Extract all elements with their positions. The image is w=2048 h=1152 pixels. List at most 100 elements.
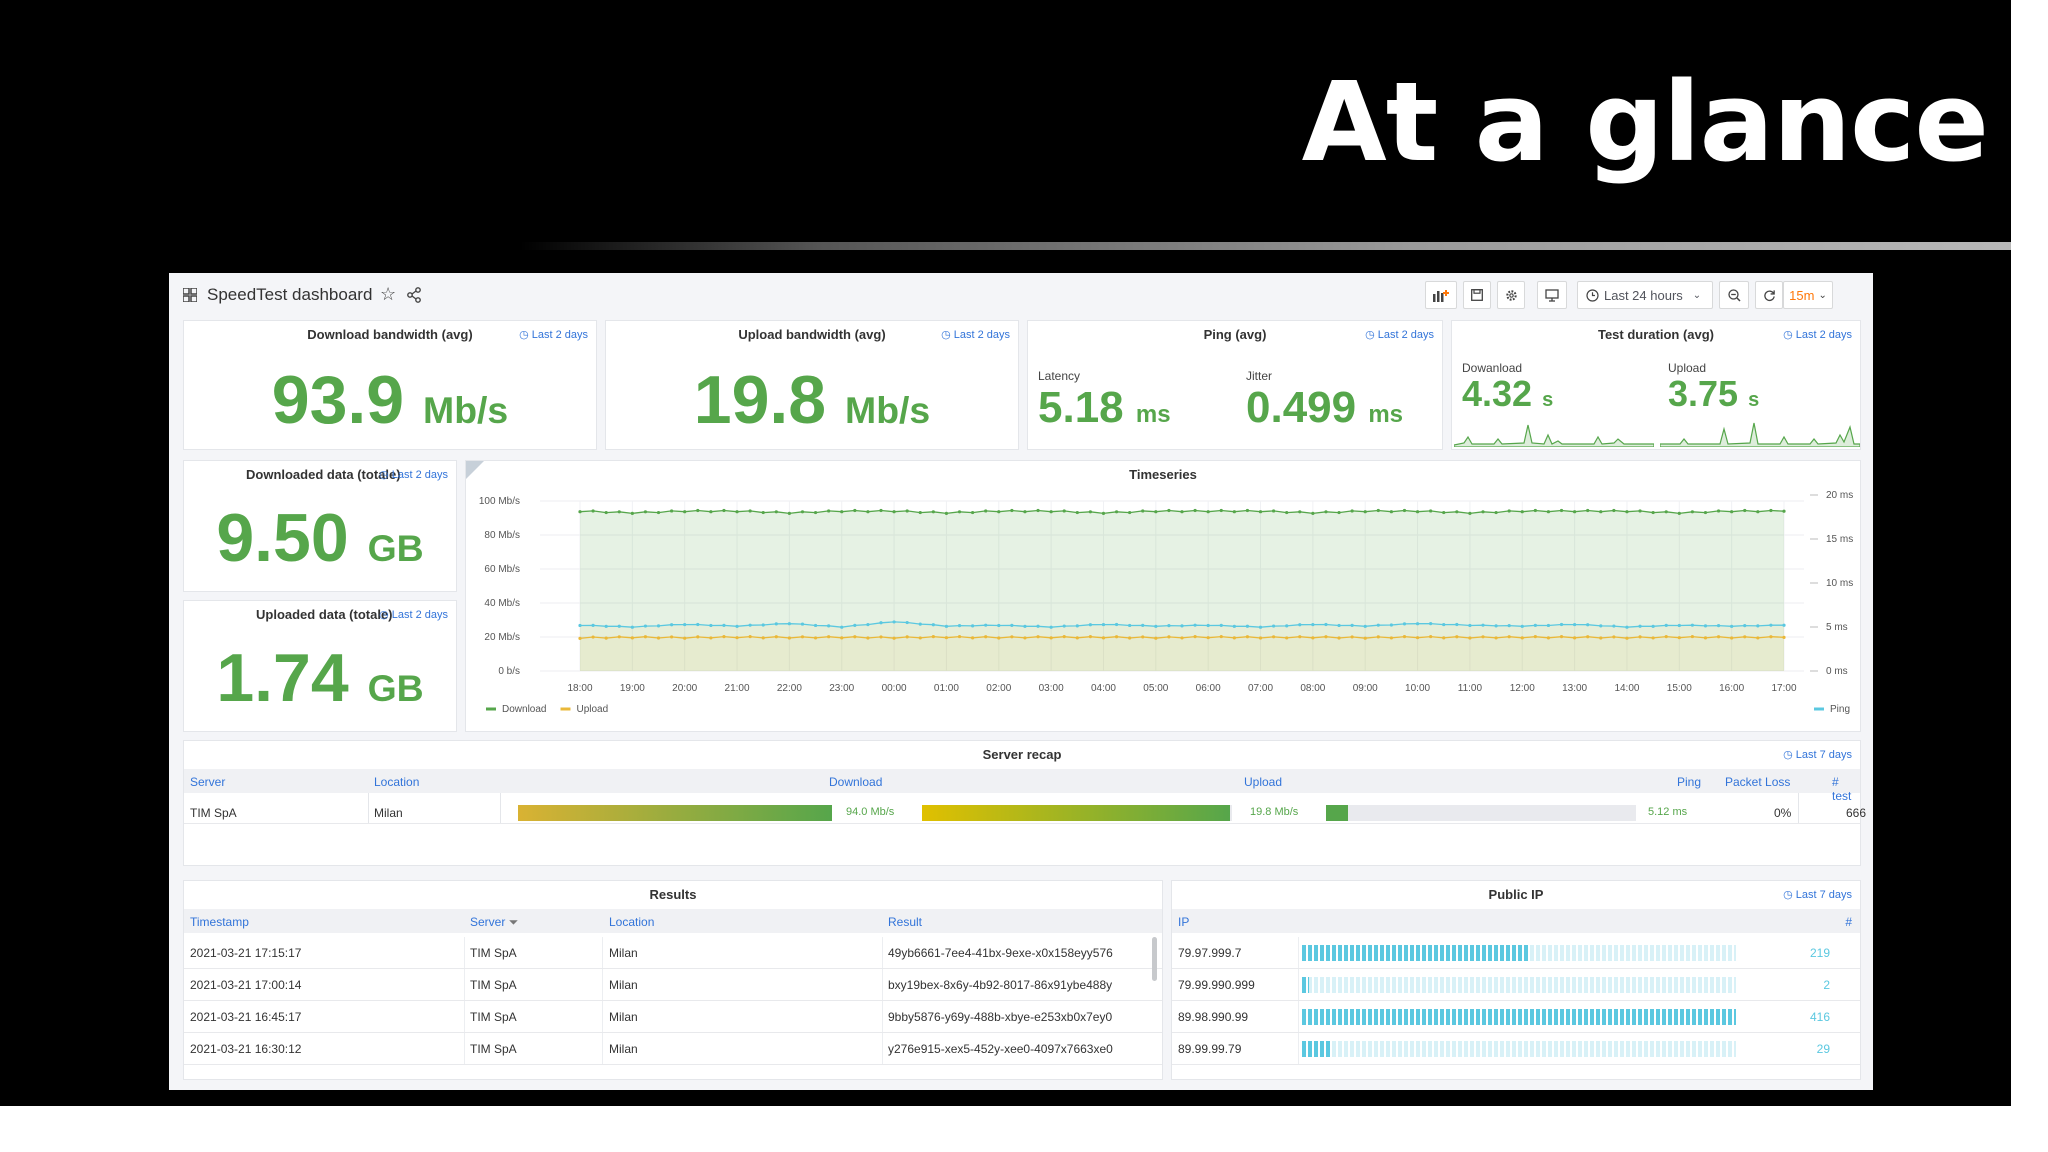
results-col-divider	[464, 1033, 465, 1065]
ping-point	[1350, 623, 1354, 627]
y-left-tick-label: 80 Mb/s	[484, 530, 520, 541]
upload-point	[1088, 635, 1092, 639]
ping-point	[774, 622, 778, 626]
col-location[interactable]: Location	[374, 775, 420, 789]
download-point	[761, 510, 765, 515]
ip-count-bar	[1302, 1041, 1332, 1057]
add-panel-button[interactable]	[1425, 281, 1457, 309]
recap-upload: 19.8 Mb/s	[1250, 806, 1299, 818]
download-point	[1245, 508, 1250, 513]
time-range-picker[interactable]: Last 24 hours ⌄	[1577, 281, 1713, 309]
time-override-tag: ◷ Last 2 days	[1365, 329, 1434, 341]
upload-point	[957, 634, 962, 639]
filter-icon[interactable]: ⏷	[508, 915, 519, 929]
ping-point	[1324, 622, 1328, 627]
ping-point	[1232, 624, 1236, 628]
table-row[interactable]	[184, 1032, 1162, 1033]
table-row[interactable]	[1172, 968, 1860, 969]
upload-point	[1743, 635, 1747, 639]
ip-count-bar	[1302, 977, 1309, 993]
download-point	[1730, 510, 1734, 514]
info-corner-icon[interactable]	[466, 461, 484, 479]
upload-point	[1586, 635, 1590, 639]
ip-count: 2	[1823, 978, 1830, 992]
results-col-divider	[602, 1001, 603, 1033]
ping-point	[944, 624, 949, 628]
ping-point	[1023, 624, 1027, 628]
table-row[interactable]	[184, 968, 1162, 969]
col-count[interactable]: #	[1845, 915, 1852, 929]
col-timestamp[interactable]: Timestamp	[190, 915, 249, 929]
col-tests[interactable]: # test	[1832, 775, 1852, 803]
col-download[interactable]: Download	[829, 775, 883, 789]
upload-point	[1677, 636, 1681, 640]
y-left-tick-label: 20 Mb/s	[484, 632, 520, 643]
zoom-out-button[interactable]	[1719, 281, 1749, 309]
ip-col-divider	[1298, 937, 1299, 969]
dashboard-grid-icon[interactable]	[183, 288, 197, 302]
results-col-divider	[602, 1033, 603, 1065]
upload-point	[1154, 636, 1158, 640]
tv-mode-button[interactable]	[1537, 281, 1567, 309]
save-dashboard-button[interactable]	[1463, 281, 1491, 309]
col-ip[interactable]: IP	[1178, 915, 1190, 929]
col-server[interactable]: Server ⏷	[470, 915, 519, 929]
download-point	[1036, 508, 1040, 513]
download-point	[1415, 510, 1420, 514]
download-point	[800, 510, 805, 514]
col-location[interactable]: Location	[609, 915, 655, 929]
download-point	[604, 510, 608, 515]
col-upload[interactable]: Upload	[1244, 775, 1283, 789]
ping-point	[761, 623, 765, 627]
col-result[interactable]: Result	[888, 915, 923, 929]
download-point	[1782, 509, 1786, 513]
x-tick-label: 13:00	[1562, 683, 1587, 694]
panel-title: Upload bandwidth (avg)	[738, 327, 886, 342]
ping-point	[1415, 622, 1420, 626]
ping-point	[1088, 623, 1092, 627]
ping-point	[1612, 624, 1616, 628]
download-point	[918, 510, 922, 515]
col-packet-loss[interactable]: Packet Loss	[1725, 775, 1791, 789]
download-point	[578, 510, 582, 514]
star-icon[interactable]: ☆	[380, 284, 397, 304]
col-server[interactable]: Server	[190, 775, 226, 789]
ping-point	[1128, 623, 1132, 628]
x-tick-label: 18:00	[567, 683, 592, 694]
results-scrollbar-thumb[interactable]	[1152, 937, 1157, 981]
table-row[interactable]	[1172, 1032, 1860, 1033]
table-row[interactable]	[1172, 1064, 1860, 1065]
refresh-button[interactable]	[1755, 281, 1783, 309]
ping-point	[1677, 623, 1681, 628]
x-tick-label: 08:00	[1300, 683, 1325, 694]
download-point	[1232, 510, 1236, 514]
gear-icon	[1505, 289, 1517, 301]
upload-point	[1468, 636, 1472, 640]
download-point	[1455, 510, 1459, 514]
share-icon[interactable]	[406, 287, 422, 303]
download-point	[1023, 510, 1027, 514]
settings-button[interactable]	[1497, 281, 1525, 309]
upload-point	[1730, 636, 1734, 640]
table-row[interactable]	[184, 1000, 1162, 1001]
upload-point	[1167, 635, 1171, 639]
jitter-value: 0.499 ms	[1246, 383, 1404, 432]
timeseries-chart[interactable]: 100 Mb/s 80 Mb/s 60 Mb/s 40 Mb/s 20 Mb/s 0 b/…	[466, 461, 1862, 733]
download-point	[1442, 510, 1446, 515]
upload-point	[1023, 636, 1027, 640]
ping-point	[827, 624, 831, 628]
refresh-interval-picker[interactable]: 15m ⌄	[1783, 281, 1833, 309]
table-row[interactable]	[184, 1064, 1162, 1065]
recap-tests: 666	[1846, 806, 1867, 820]
dashboard-title[interactable]: SpeedTest dashboard	[207, 285, 373, 304]
downloaded-data-value: 9.50 GB	[216, 500, 424, 576]
download-point	[866, 510, 870, 514]
x-tick-label: 16:00	[1719, 683, 1744, 694]
upload-point	[1193, 635, 1197, 639]
download-point	[813, 510, 818, 515]
col-ping[interactable]: Ping	[1677, 775, 1702, 789]
download-point	[1507, 509, 1511, 513]
ping-point	[853, 623, 857, 627]
table-row[interactable]	[1172, 1000, 1860, 1001]
ping-point	[1716, 624, 1721, 628]
